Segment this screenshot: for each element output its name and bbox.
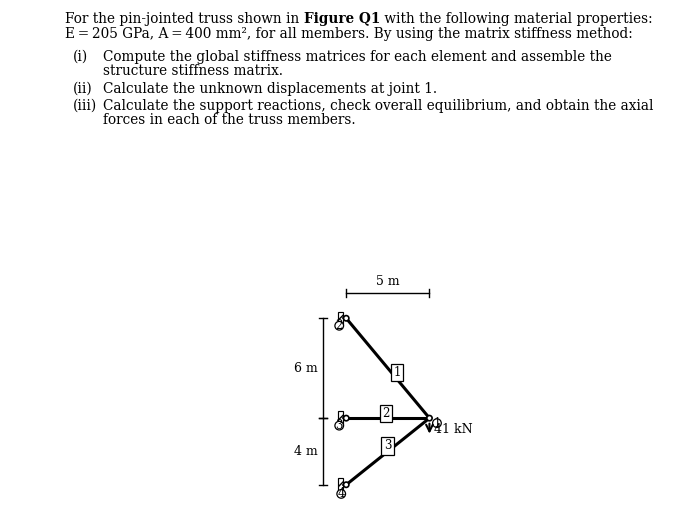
- Text: E = 205 GPa, A = 400 mm², for all members. By using the matrix stiffness method:: E = 205 GPa, A = 400 mm², for all member…: [65, 27, 633, 41]
- Text: 3: 3: [384, 439, 391, 452]
- Text: 3: 3: [335, 419, 343, 432]
- Text: forces in each of the truss members.: forces in each of the truss members.: [103, 113, 356, 127]
- Text: 5 m: 5 m: [376, 275, 400, 288]
- Text: with the following material properties:: with the following material properties:: [380, 12, 652, 26]
- Text: 2: 2: [382, 407, 390, 420]
- Text: Figure Q1: Figure Q1: [304, 12, 380, 26]
- Text: 2: 2: [335, 319, 343, 332]
- Circle shape: [344, 482, 349, 487]
- Text: 4: 4: [337, 487, 345, 501]
- Text: (iii): (iii): [73, 99, 97, 113]
- Circle shape: [427, 415, 432, 421]
- Bar: [338, 312, 343, 325]
- Text: 4 m: 4 m: [294, 445, 318, 458]
- Circle shape: [433, 419, 441, 428]
- Circle shape: [337, 489, 346, 498]
- Bar: [338, 411, 343, 425]
- Text: (i): (i): [73, 50, 88, 64]
- Circle shape: [335, 421, 344, 430]
- Circle shape: [344, 315, 349, 321]
- Text: 41 kN: 41 kN: [434, 423, 473, 436]
- Text: For the pin-jointed truss shown in: For the pin-jointed truss shown in: [65, 12, 304, 26]
- Text: 1: 1: [433, 417, 440, 430]
- Text: Compute the global stiffness matrices for each element and assemble the: Compute the global stiffness matrices fo…: [103, 50, 612, 64]
- Text: Calculate the unknown displacements at joint 1.: Calculate the unknown displacements at j…: [103, 82, 437, 96]
- Text: 6 m: 6 m: [294, 362, 318, 375]
- Bar: [338, 478, 343, 492]
- Text: structure stiffness matrix.: structure stiffness matrix.: [103, 64, 283, 78]
- Text: Calculate the support reactions, check overall equilibrium, and obtain the axial: Calculate the support reactions, check o…: [103, 99, 654, 113]
- Text: (ii): (ii): [73, 82, 92, 96]
- Circle shape: [344, 415, 349, 421]
- Text: 1: 1: [393, 366, 400, 379]
- Circle shape: [335, 321, 344, 330]
